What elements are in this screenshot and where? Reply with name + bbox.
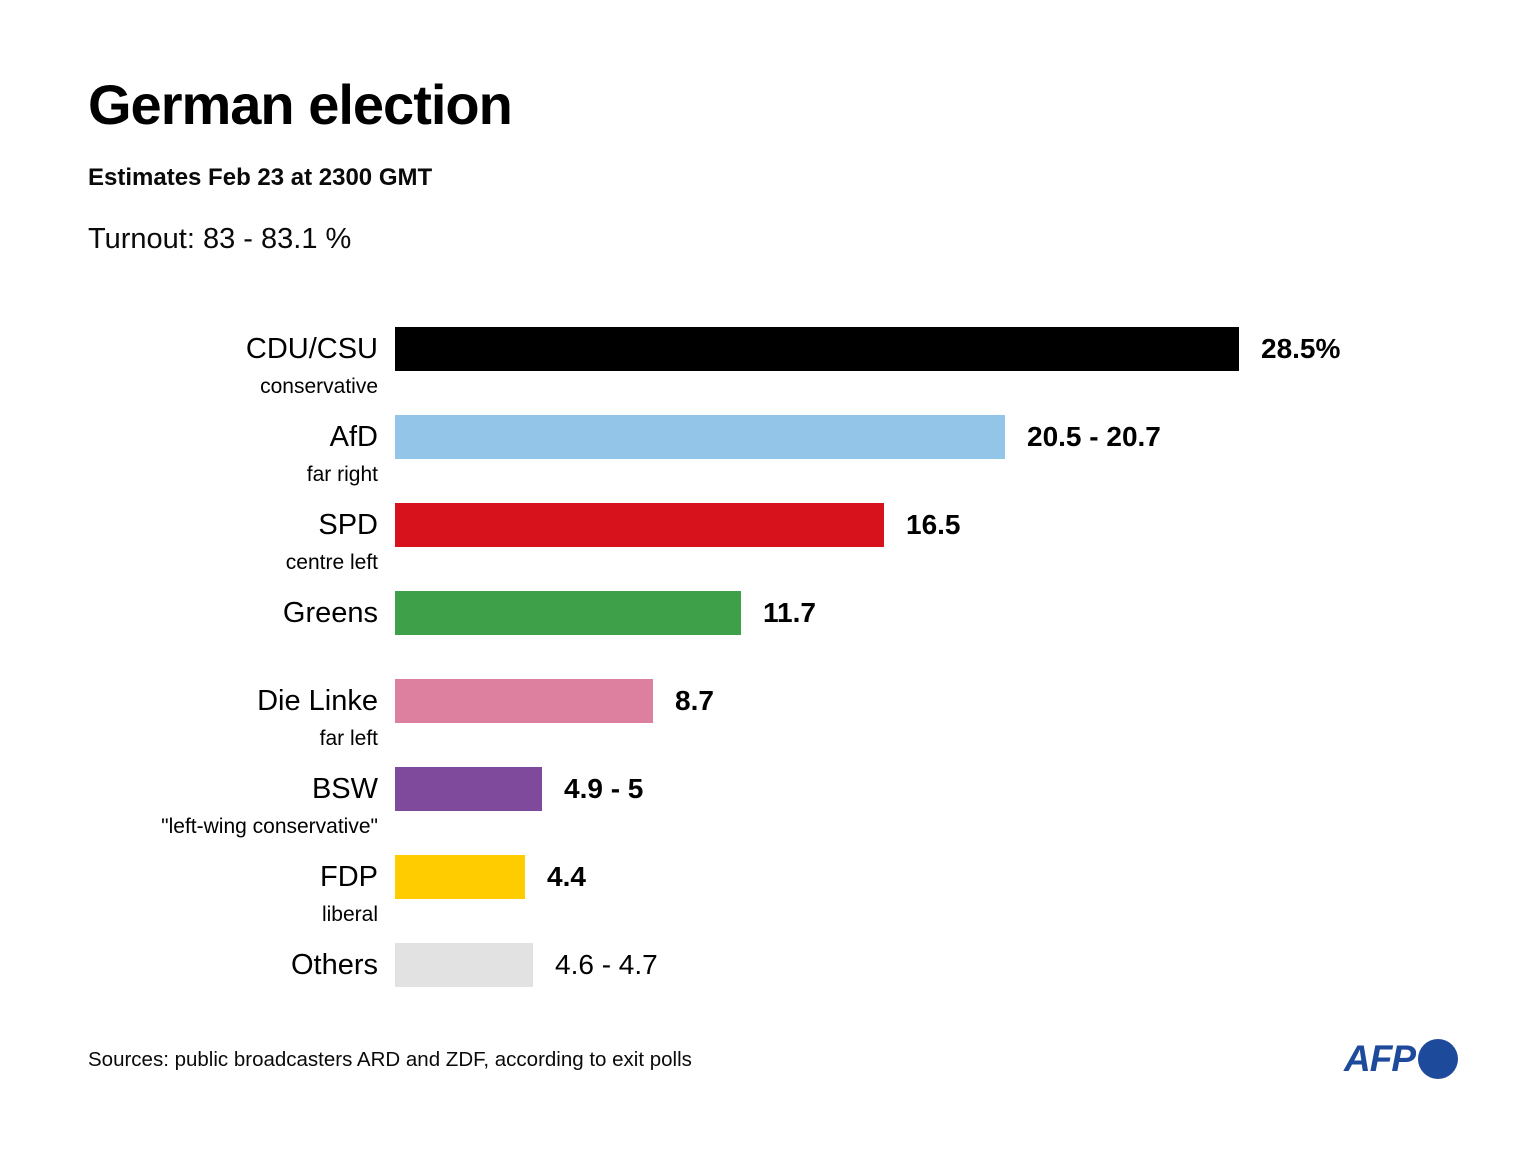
- party-label-group: AfD far right: [88, 415, 378, 488]
- party-name: BSW: [311, 773, 378, 805]
- value-label: 4.6 - 4.7: [555, 949, 658, 980]
- party-descriptor: conservative: [260, 375, 378, 398]
- party-descriptor: centre left: [285, 551, 378, 574]
- value-label: 28.5%: [1261, 333, 1341, 364]
- bar-track: 8.7: [378, 679, 1496, 723]
- bar-bsw: [395, 767, 542, 811]
- bar-track: 28.5%: [378, 327, 1496, 371]
- party-label-group: CDU/CSU conservative: [88, 327, 378, 400]
- party-label-group: Others: [88, 943, 378, 987]
- bar-afd: [395, 415, 1005, 459]
- party-name: SPD: [318, 509, 378, 541]
- bar-greens: [395, 591, 741, 635]
- party-name: Die Linke: [257, 685, 378, 717]
- party-descriptor: far left: [319, 727, 378, 750]
- party-label-group: Die Linke far left: [88, 679, 378, 752]
- turnout-note: Turnout: 83 - 83.1 %: [88, 223, 352, 255]
- bar-die-linke: [395, 679, 653, 723]
- bar-track: 4.6 - 4.7: [378, 943, 1496, 987]
- party-descriptor: "left-wing conservative": [161, 815, 378, 838]
- bar-track: 16.5: [378, 503, 1496, 547]
- source-note: Sources: public broadcasters ARD and ZDF…: [88, 1048, 692, 1071]
- bar-others: [395, 943, 533, 987]
- bar-spd: [395, 503, 884, 547]
- afp-logo: AFP: [1344, 1038, 1458, 1080]
- chart-row: BSW "left-wing conservative" 4.9 - 5: [88, 767, 1496, 838]
- value-label: 8.7: [675, 685, 714, 716]
- chart-row: AfD far right 20.5 - 20.7: [88, 415, 1496, 486]
- party-name: Greens: [282, 597, 378, 629]
- chart-row: CDU/CSU conservative 28.5%: [88, 327, 1496, 398]
- party-name: AfD: [329, 421, 378, 453]
- party-descriptor: liberal: [321, 903, 378, 926]
- value-label: 4.9 - 5: [564, 773, 644, 804]
- value-label: 20.5 - 20.7: [1027, 421, 1161, 452]
- chart-row: SPD centre left 16.5: [88, 503, 1496, 574]
- party-label-group: FDP liberal: [88, 855, 378, 928]
- chart-subtitle: Estimates Feb 23 at 2300 GMT: [88, 164, 433, 191]
- value-label: 4.4: [547, 861, 586, 892]
- value-label: 11.7: [763, 597, 816, 628]
- party-name: FDP: [320, 861, 378, 893]
- chart-row: Others 4.6 - 4.7: [88, 943, 1496, 987]
- chart-row: Die Linke far left 8.7: [88, 679, 1496, 750]
- chart-row: Greens 11.7: [88, 591, 1496, 635]
- page-title: German election: [88, 73, 513, 136]
- bar-chart: CDU/CSU conservative 28.5% AfD far right 20.5…: [88, 327, 1496, 1031]
- bar-fdp: [395, 855, 525, 899]
- bar-track: 4.9 - 5: [378, 767, 1496, 811]
- value-label: 16.5: [906, 509, 961, 540]
- bar-cdu-csu: [395, 327, 1239, 371]
- afp-logo-text: AFP: [1344, 1038, 1416, 1079]
- party-descriptor: far right: [306, 463, 378, 486]
- party-label-group: SPD centre left: [88, 503, 378, 576]
- party-label-group: Greens: [88, 591, 378, 635]
- bar-track: 11.7: [378, 591, 1496, 635]
- bar-track: 4.4: [378, 855, 1496, 899]
- party-label-group: BSW "left-wing conservative": [88, 767, 378, 840]
- party-name: CDU/CSU: [245, 333, 378, 365]
- afp-logo-circle-icon: [1418, 1039, 1458, 1079]
- bar-track: 20.5 - 20.7: [378, 415, 1496, 459]
- chart-row: FDP liberal 4.4: [88, 855, 1496, 926]
- party-name: Others: [290, 949, 378, 981]
